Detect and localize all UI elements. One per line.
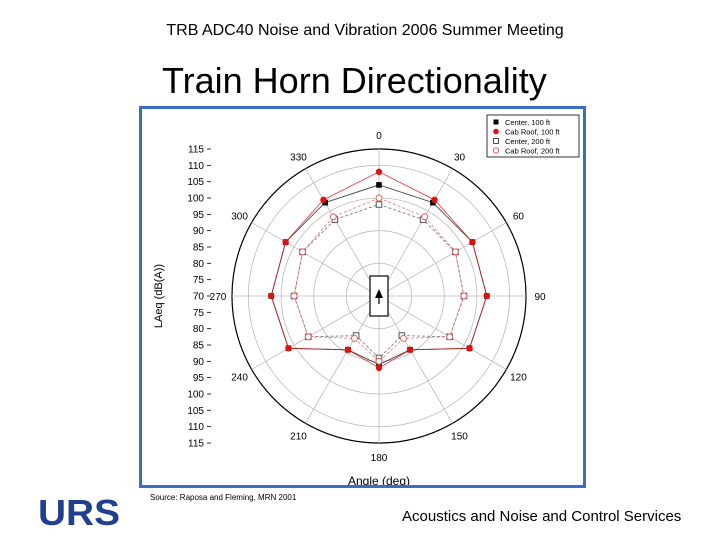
angle-tick-label: 120 bbox=[510, 373, 527, 384]
radial-tick-label: 95 bbox=[193, 210, 205, 221]
radial-tick-label: 80 bbox=[193, 259, 205, 270]
data-point bbox=[400, 334, 407, 342]
grid-spoke bbox=[378, 295, 507, 370]
data-point bbox=[446, 333, 454, 341]
data-point bbox=[304, 333, 312, 341]
data-point bbox=[431, 196, 438, 204]
grid-spoke bbox=[305, 295, 380, 424]
data-point bbox=[375, 364, 383, 372]
data-point bbox=[430, 199, 436, 206]
legend-marker bbox=[493, 138, 499, 144]
data-point bbox=[320, 196, 327, 204]
radial-tick-label: 85 bbox=[193, 243, 205, 254]
data-point bbox=[285, 345, 292, 352]
data-point bbox=[344, 346, 352, 353]
data-point bbox=[282, 238, 289, 246]
radial-tick-label: 110 bbox=[188, 422, 204, 433]
radial-tick-label: 90 bbox=[193, 357, 205, 368]
data-point bbox=[469, 238, 476, 246]
legend-box bbox=[486, 114, 580, 158]
data-point bbox=[376, 182, 382, 188]
meeting-header: TRB ADC40 Noise and Vibration 2006 Summe… bbox=[166, 22, 564, 39]
radial-tick-label: 100 bbox=[187, 390, 204, 401]
grid-spoke bbox=[251, 222, 380, 297]
radial-tick-label: 80 bbox=[193, 324, 205, 335]
slide-title: Train Horn Directionality bbox=[162, 60, 547, 101]
radial-tick-label: 70 bbox=[193, 292, 205, 303]
footer-tagline: Acoustics and Noise and Control Services bbox=[402, 508, 682, 525]
radial-tick-label: 115 bbox=[188, 439, 204, 450]
data-point bbox=[268, 292, 275, 300]
grid-spoke bbox=[251, 295, 380, 370]
legend-marker bbox=[493, 128, 499, 135]
angle-tick-label: 270 bbox=[210, 292, 227, 303]
data-point bbox=[290, 292, 298, 300]
legend-label: Center, 100 ft bbox=[505, 118, 551, 127]
data-point bbox=[375, 357, 383, 365]
radial-tick-label: 95 bbox=[193, 373, 205, 384]
radial-tick-label: 105 bbox=[187, 406, 204, 417]
angle-tick-label: 330 bbox=[290, 153, 307, 164]
legend-label: Cab Roof, 100 ft bbox=[505, 128, 561, 137]
polar-chart: 0 30 60 90 120 150 180 210 240 270 300 330 115 110 105… bbox=[153, 114, 580, 485]
data-point bbox=[375, 168, 383, 176]
data-point bbox=[466, 345, 473, 352]
data-point bbox=[483, 292, 490, 300]
legend-marker bbox=[493, 119, 499, 125]
direction-arrow bbox=[375, 289, 383, 298]
angle-tick-label: 180 bbox=[371, 453, 388, 464]
legend-marker bbox=[492, 147, 500, 154]
data-point bbox=[329, 213, 337, 221]
grid-spoke bbox=[305, 168, 380, 297]
radial-tick-label: 110 bbox=[188, 161, 204, 172]
data-point bbox=[451, 248, 459, 256]
angle-tick-label: 0 bbox=[376, 131, 382, 142]
grid-spoke bbox=[378, 168, 453, 297]
data-point bbox=[375, 201, 383, 208]
grid-spoke bbox=[378, 222, 507, 297]
angle-tick-label: 90 bbox=[534, 292, 546, 303]
radial-tick-label: 105 bbox=[187, 177, 204, 188]
data-point bbox=[375, 194, 383, 202]
radial-tick-label: 85 bbox=[193, 341, 205, 352]
legend-label: Cab Roof, 200 ft bbox=[505, 147, 561, 156]
data-point bbox=[322, 199, 328, 206]
data-point bbox=[406, 346, 414, 353]
angle-tick-label: 300 bbox=[231, 212, 248, 223]
y-axis-label: LAeq (dB(A)) bbox=[153, 264, 165, 328]
angle-tick-label: 30 bbox=[454, 153, 466, 164]
chart-frame: 0 30 60 90 120 150 180 210 240 270 300 330 115 110 105… bbox=[139, 106, 586, 488]
angle-tick-label: 210 bbox=[290, 431, 307, 442]
svg-text:URS: URS bbox=[38, 496, 120, 528]
angle-tick-label: 60 bbox=[513, 212, 525, 223]
grid-spoke bbox=[378, 295, 453, 424]
angle-tick-label: 240 bbox=[231, 373, 248, 384]
radial-tick-label: 115 bbox=[188, 145, 204, 156]
source-note: Source: Raposa and Fleming, MRN 2001 bbox=[150, 493, 297, 502]
angle-tick-label: 150 bbox=[451, 431, 468, 442]
data-point bbox=[299, 248, 307, 256]
x-axis-label: Angle (deg) bbox=[348, 474, 410, 485]
data-point bbox=[460, 292, 468, 300]
data-point bbox=[421, 213, 429, 221]
radial-tick-label: 100 bbox=[187, 194, 204, 205]
urs-logo: URS bbox=[38, 496, 120, 528]
data-point bbox=[351, 334, 358, 342]
legend-label: Center, 200 ft bbox=[505, 137, 551, 146]
radial-tick-label: 75 bbox=[193, 308, 205, 319]
radial-tick-label: 90 bbox=[193, 226, 205, 237]
radial-tick-label: 75 bbox=[193, 275, 205, 286]
